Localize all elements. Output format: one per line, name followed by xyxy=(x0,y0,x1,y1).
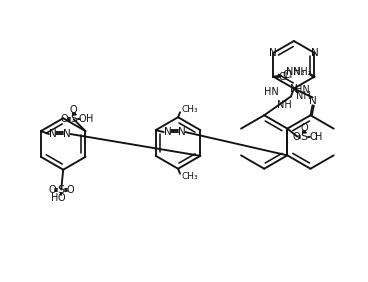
Text: O: O xyxy=(300,123,308,133)
Text: O: O xyxy=(61,114,68,124)
Text: S: S xyxy=(58,184,65,195)
Text: S: S xyxy=(70,114,77,124)
Text: N: N xyxy=(178,127,185,137)
Text: NH₂: NH₂ xyxy=(293,67,312,77)
Text: CH₃: CH₃ xyxy=(181,172,198,181)
Text: Cl: Cl xyxy=(282,70,293,80)
Text: NH: NH xyxy=(277,100,291,110)
Text: H: H xyxy=(51,193,58,203)
Text: NH: NH xyxy=(297,91,311,102)
Text: O: O xyxy=(70,105,77,115)
Text: O: O xyxy=(309,131,317,142)
Text: N: N xyxy=(164,127,171,137)
Text: HN: HN xyxy=(264,87,279,97)
Text: CH₃: CH₃ xyxy=(181,105,198,114)
Text: H: H xyxy=(86,114,93,124)
Text: H: H xyxy=(315,131,323,142)
Text: NH₂: NH₂ xyxy=(286,67,305,77)
Text: O: O xyxy=(57,193,65,203)
Text: O: O xyxy=(293,131,300,142)
Text: N: N xyxy=(290,83,298,94)
Text: O: O xyxy=(49,184,56,195)
Text: N: N xyxy=(311,48,318,58)
Text: Cl: Cl xyxy=(279,72,288,82)
Text: N: N xyxy=(63,129,71,139)
Text: N: N xyxy=(269,48,277,58)
Text: N: N xyxy=(309,96,316,106)
Text: HN: HN xyxy=(295,85,310,94)
Text: S: S xyxy=(301,131,308,142)
Text: O: O xyxy=(79,114,86,124)
Text: O: O xyxy=(66,184,74,195)
Text: N: N xyxy=(49,129,57,139)
